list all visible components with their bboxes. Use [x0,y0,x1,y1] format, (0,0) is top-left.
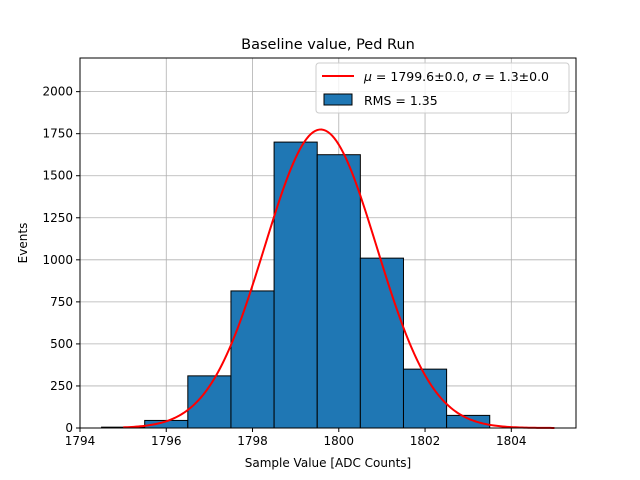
y-tick-label: 250 [50,379,73,393]
legend-hist-label: RMS = 1.35 [364,93,438,108]
y-tick-label: 750 [50,295,73,309]
y-tick-label: 1250 [42,211,73,225]
x-tick-label: 1804 [496,434,527,448]
histogram-bar [359,257,404,429]
x-tick-label: 1802 [410,434,441,448]
x-tick-label: 1796 [151,434,182,448]
legend-fit-label: μ = 1799.6±0.0, σ = 1.3±0.0 [363,69,549,84]
y-tick-label: 1000 [42,253,73,267]
y-tick-label: 1750 [42,127,73,141]
x-tick-label: 1798 [237,434,268,448]
histogram-bar [187,375,232,429]
x-tick-label: 1800 [324,434,355,448]
y-axis-ticks: 0 250 500 750 1000 1250 1500 1750 2000 [42,85,80,435]
chart-title: Baseline value, Ped Run [241,37,415,53]
legend-mu-eq: = [372,69,390,84]
y-tick-label: 500 [50,337,73,351]
histogram-bars [101,141,491,429]
legend-sigma-eq: = [480,69,498,84]
legend-sigma-symbol: σ [472,69,481,84]
legend-mu-value: 1799.6±0.0, [390,69,472,84]
y-axis-label: Events [16,223,30,264]
x-axis-ticks: 1794 1796 1798 1800 1802 1804 [65,428,527,448]
y-tick-label: 0 [65,421,73,435]
legend-hist-swatch [323,93,353,106]
histogram-bar [402,368,448,429]
gaussian-fit-curve [123,128,555,429]
legend-mu-symbol: μ [363,69,372,84]
x-tick-label: 1794 [65,434,96,448]
y-tick-label: 2000 [42,85,73,99]
x-axis-label: Sample Value [ADC Counts] [245,456,411,470]
histogram-bar [446,414,491,429]
y-tick-label: 1500 [42,169,73,183]
histogram-bar [273,141,318,429]
histogram-bar [230,290,275,429]
plot-frame [79,57,577,429]
histogram-bar [316,154,361,429]
legend-sigma-value: 1.3±0.0 [499,69,549,84]
legend-box [315,62,570,114]
legend: μ = 1799.6±0.0, σ = 1.3±0.0 RMS = 1.35 [315,62,570,114]
